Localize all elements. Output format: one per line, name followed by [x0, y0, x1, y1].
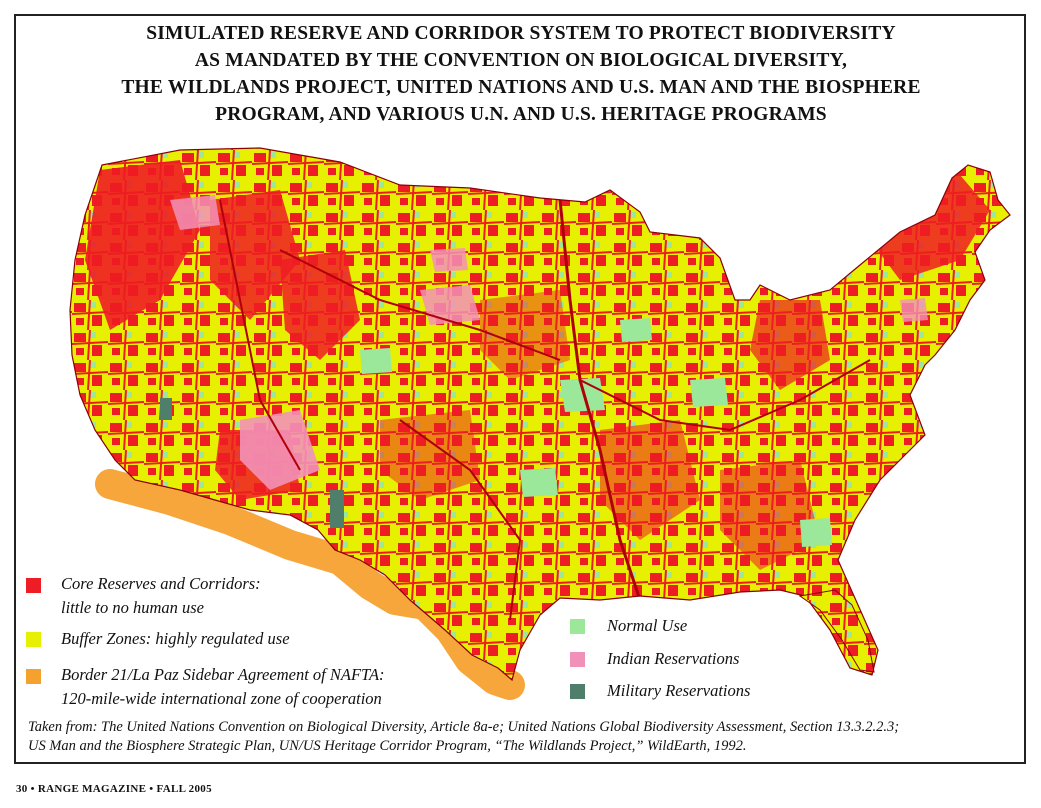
- title-line-2: AS MANDATED BY THE CONVENTION ON BIOLOGI…: [194, 50, 848, 71]
- border-zone-swatch: [26, 669, 41, 684]
- normal-swatch: [570, 619, 585, 634]
- legend-military-label: Military Reservations: [607, 681, 751, 700]
- page-footer: 30 • RANGE MAGAZINE • FALL 2005: [16, 783, 212, 795]
- source-line-1: Taken from: The United Nations Conventio…: [28, 719, 900, 735]
- buffer-swatch: [26, 632, 41, 647]
- title-line-3: THE WILDLANDS PROJECT, UNITED NATIONS AN…: [121, 77, 921, 98]
- border-zone-band: [95, 469, 525, 700]
- legend-core-line-1: Core Reserves and Corridors:: [61, 574, 261, 593]
- source-citation: Taken from: The United Nations Conventio…: [28, 718, 988, 756]
- title-line-1: SIMULATED RESERVE AND CORRIDOR SYSTEM TO…: [146, 23, 896, 44]
- indian-swatch: [570, 652, 585, 667]
- legend-border-line-2: 120-mile-wide international zone of coop…: [61, 689, 382, 708]
- map-regions: [85, 160, 990, 621]
- legend-border-line-1: Border 21/La Paz Sidebar Agreement of NA…: [61, 665, 385, 684]
- legend-indian-label: Indian Reservations: [607, 649, 740, 668]
- legend-core-line-2: little to no human use: [61, 598, 204, 617]
- legend-buffer-line-1: Buffer Zones: highly regulated use: [61, 629, 290, 648]
- source-line-2: US Man and the Biosphere Strategic Plan,…: [28, 738, 747, 754]
- title-line-4: PROGRAM, AND VARIOUS U.N. AND U.S. HERIT…: [215, 104, 827, 125]
- military-swatch: [570, 684, 585, 699]
- legend-normal-label: Normal Use: [607, 616, 688, 635]
- florida: [798, 589, 875, 673]
- core-swatch: [26, 578, 41, 593]
- map-title: SIMULATED RESERVE AND CORRIDOR SYSTEM TO…: [15, 20, 1027, 128]
